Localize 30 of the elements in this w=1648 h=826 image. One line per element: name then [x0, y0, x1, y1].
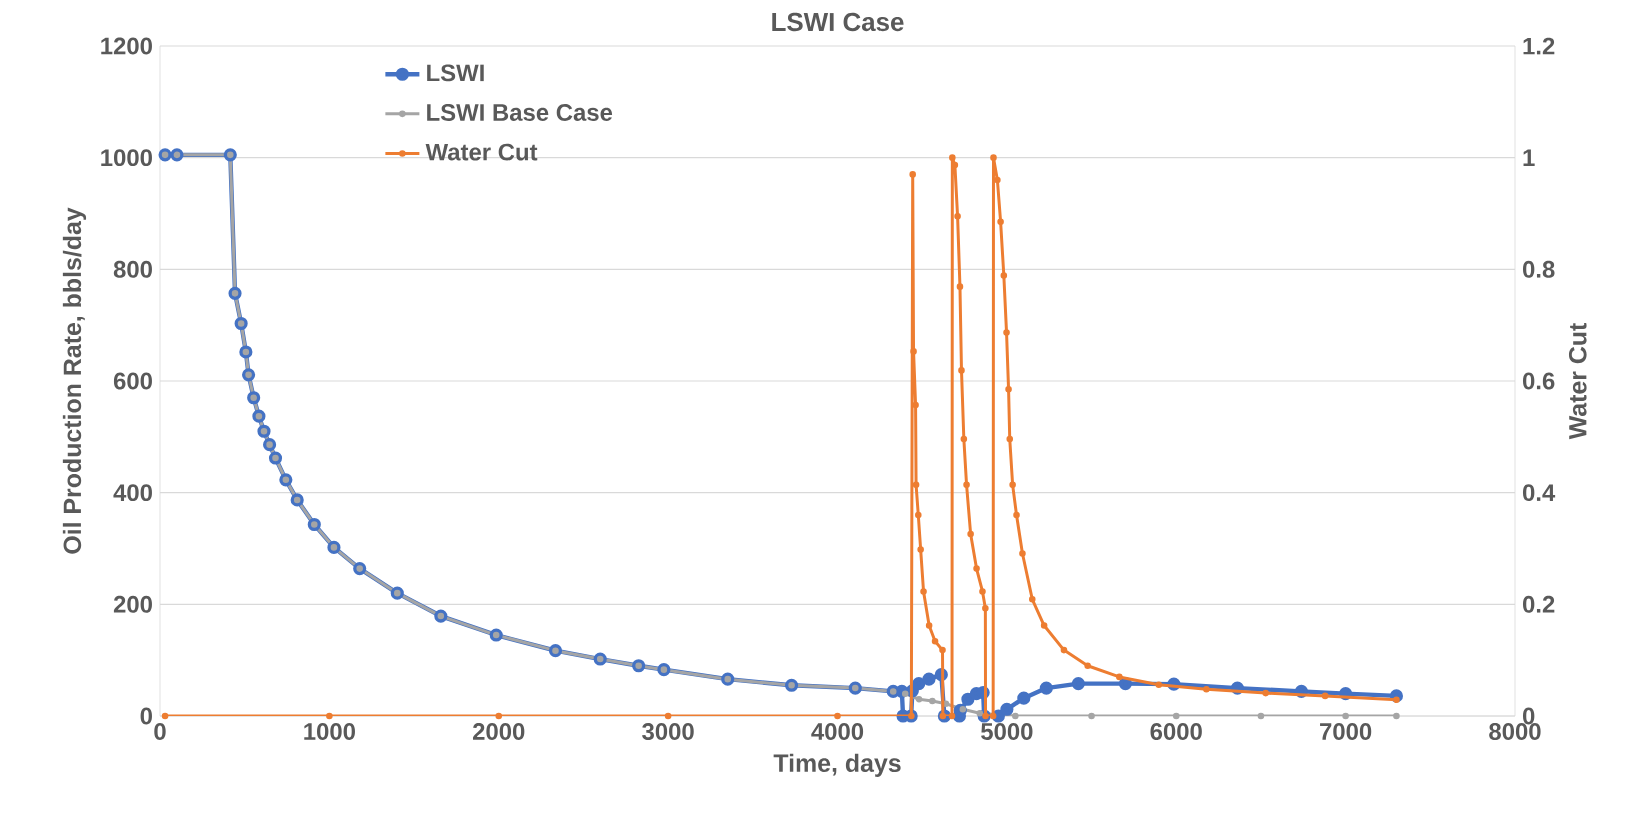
- legend-label: LSWI: [427, 64, 484, 82]
- y2-tick-label: 0: [1522, 707, 1535, 725]
- legend-label: Water Cut: [425, 143, 538, 161]
- legend-label: LSWI Base Case: [427, 104, 613, 121]
- y-tick-label: 0: [140, 707, 152, 725]
- y2-tick-label: 1: [1523, 149, 1535, 166]
- y2-axis-title: Water Cut: [1568, 322, 1587, 440]
- x-tick-label: 3000: [642, 723, 694, 741]
- y2-tick-label: 0.6: [1522, 372, 1555, 390]
- x-tick-label: 4000: [811, 723, 864, 740]
- y2-tick-label: 0.2: [1522, 595, 1555, 613]
- y2-tick-label: 1.2: [1523, 37, 1555, 55]
- y2-tick-label: 0.4: [1522, 484, 1556, 502]
- x-axis-title: Time, days: [773, 753, 901, 777]
- x-tick-label: 1000: [304, 723, 355, 740]
- y-tick-label: 600: [113, 372, 152, 390]
- x-tick-label: 7000: [1320, 723, 1372, 740]
- y2-tick-label: 0.8: [1522, 260, 1555, 278]
- chart-title: LSWI Case: [772, 12, 904, 32]
- x-tick-label: 8000: [1489, 723, 1541, 740]
- y-tick-label: 1200: [101, 37, 152, 55]
- y-tick-label: 1000: [101, 149, 152, 167]
- y-tick-label: 200: [113, 595, 152, 613]
- x-tick-label: 5000: [981, 723, 1033, 740]
- y-tick-label: 800: [113, 260, 152, 278]
- x-tick-label: 0: [154, 723, 166, 740]
- x-tick-label: 6000: [1150, 723, 1202, 740]
- y-axis-title: Oil Production Rate, bbls/day: [62, 207, 87, 554]
- y-tick-label: 400: [113, 484, 152, 502]
- x-tick-label: 2000: [473, 723, 525, 740]
